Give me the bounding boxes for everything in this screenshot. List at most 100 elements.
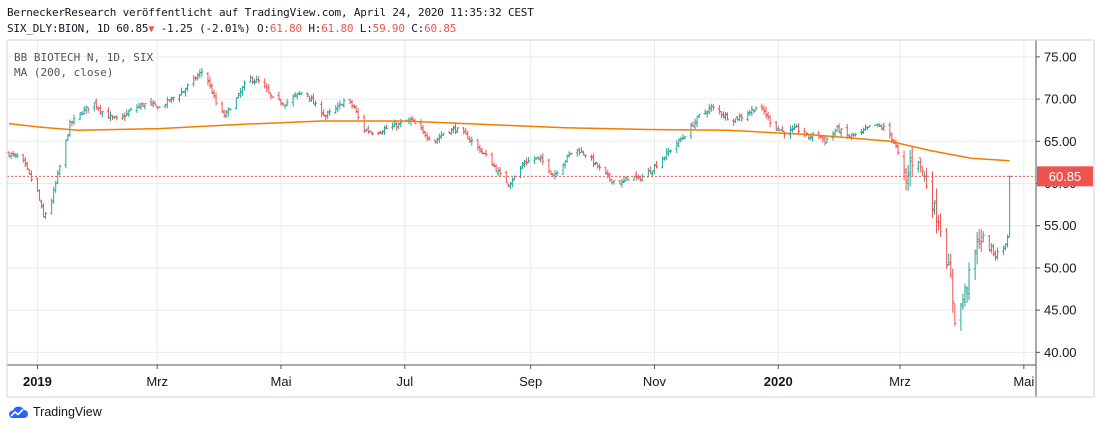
time-tick-label: 2020	[764, 374, 793, 389]
ohlc-bar	[269, 93, 273, 100]
chart-grid	[7, 40, 1036, 365]
ohlc-bar	[624, 175, 628, 182]
ohlc-bar	[492, 162, 496, 168]
ohlc-bar	[930, 171, 934, 218]
ohlc-bar	[864, 124, 868, 131]
close-value: 60.85	[424, 22, 457, 35]
ohlc-bar	[991, 243, 995, 257]
ohlc-bar	[157, 106, 161, 108]
ohlc-bar	[421, 125, 425, 135]
ohlc-bar	[764, 106, 768, 119]
ohlc-bar	[567, 151, 571, 158]
ohlc-bar	[186, 83, 190, 92]
ohlc-bar	[385, 124, 389, 130]
ohlc-bar	[456, 127, 460, 133]
ohlc-bar	[575, 148, 579, 157]
ohlc-bar	[56, 170, 60, 185]
ohlc-bar	[153, 101, 157, 106]
ohlc-bar	[746, 110, 750, 122]
ohlc-bar	[366, 125, 370, 135]
ohlc-bar	[447, 131, 451, 134]
ohlc-bar	[652, 164, 656, 175]
ohlc-bar	[1006, 234, 1010, 248]
ohlc-bar	[853, 132, 857, 137]
ohlc-bar	[979, 229, 983, 253]
tradingview-brand[interactable]: TradingView	[7, 405, 102, 419]
ohlc-bar	[612, 180, 616, 185]
ohlc-bar	[947, 253, 951, 266]
ohlc-bar	[498, 167, 502, 177]
ohlc-bar	[663, 156, 667, 161]
ohlc-bar	[845, 124, 849, 139]
ohlc-bar	[125, 109, 129, 117]
ohlc-bar	[368, 130, 372, 133]
ohlc-bar	[561, 163, 565, 175]
ohlc-bar	[691, 121, 695, 127]
brand-name: TradingView	[33, 405, 102, 419]
ohlc-bar	[490, 152, 494, 167]
ohlc-bar	[935, 188, 939, 234]
ohlc-bar	[654, 160, 658, 169]
ohlc-bar	[740, 113, 744, 123]
ohlc-bar	[882, 122, 886, 132]
ohlc-bar	[293, 92, 297, 98]
ohlc-bar	[904, 168, 908, 191]
ohlc-bar	[238, 88, 242, 98]
ohlc-bar	[425, 132, 429, 142]
ohlc-bar	[470, 136, 474, 146]
ohlc-bar	[754, 106, 758, 111]
ohlc-bar	[194, 76, 198, 81]
ohlc-bar	[224, 109, 228, 119]
ohlc-bar	[220, 101, 224, 113]
price-tick-label: 50.00	[1044, 260, 1077, 275]
price-chart[interactable]: 75.0070.0065.0060.0055.0050.0045.0040.00…	[0, 0, 1100, 400]
ohlc-bar	[257, 76, 261, 84]
high-label: H:	[308, 22, 322, 35]
symbol-label: SIX_DLY:BION, 1D	[7, 22, 110, 35]
ohlc-bar	[397, 122, 401, 130]
ohlc-bar	[484, 149, 488, 157]
ohlc-bar	[123, 112, 127, 121]
ohlc-bar	[482, 152, 486, 155]
ohlc-bar	[523, 159, 527, 168]
ohlc-bar	[902, 150, 906, 181]
ma-200-line	[8, 120, 1010, 162]
ohlc-bar	[437, 133, 441, 143]
ohlc-bar	[959, 302, 963, 331]
ohlc-bar	[721, 111, 725, 119]
ohlc-bar	[326, 110, 330, 120]
ohlc-bar	[23, 157, 27, 168]
ohlc-bar	[100, 111, 104, 118]
ohlc-bar	[606, 169, 610, 179]
ohlc-bar	[1004, 243, 1008, 251]
ohlc-bar	[180, 87, 184, 96]
ohlc-bar	[811, 132, 815, 142]
legend-instrument: BB BIOTECH N, 1D, SIX	[14, 51, 153, 64]
ohlc-bar	[626, 178, 630, 182]
ohlc-bar	[267, 84, 271, 94]
ohlc-bar	[951, 268, 955, 313]
ohlc-bar	[297, 90, 301, 96]
ohlc-bar	[328, 108, 332, 116]
ohlc-bar	[340, 104, 344, 106]
ohlc-bar	[963, 283, 967, 307]
ohlc-bar	[234, 97, 238, 110]
ohlc-bar	[604, 166, 608, 175]
ohlc-bar	[918, 157, 922, 173]
ohlc-bar	[11, 150, 15, 157]
ohlc-bar	[285, 99, 289, 107]
ohlc-bar	[981, 231, 985, 243]
ohlc-bar	[98, 104, 102, 115]
ohlc-bar	[521, 161, 525, 169]
ohlc-bar	[433, 139, 437, 144]
ohlc-bar	[565, 154, 569, 163]
ohlc-bar	[975, 232, 979, 265]
ohlc-bar	[648, 166, 652, 174]
ohlc-bar	[307, 95, 311, 103]
ohlc-bar	[675, 140, 679, 154]
ohlc-bar	[646, 167, 650, 178]
price-tick-label: 45.00	[1044, 303, 1077, 318]
ohlc-bar	[734, 117, 738, 123]
ohlc-bar	[182, 90, 186, 93]
ohlc-bar	[880, 123, 884, 131]
